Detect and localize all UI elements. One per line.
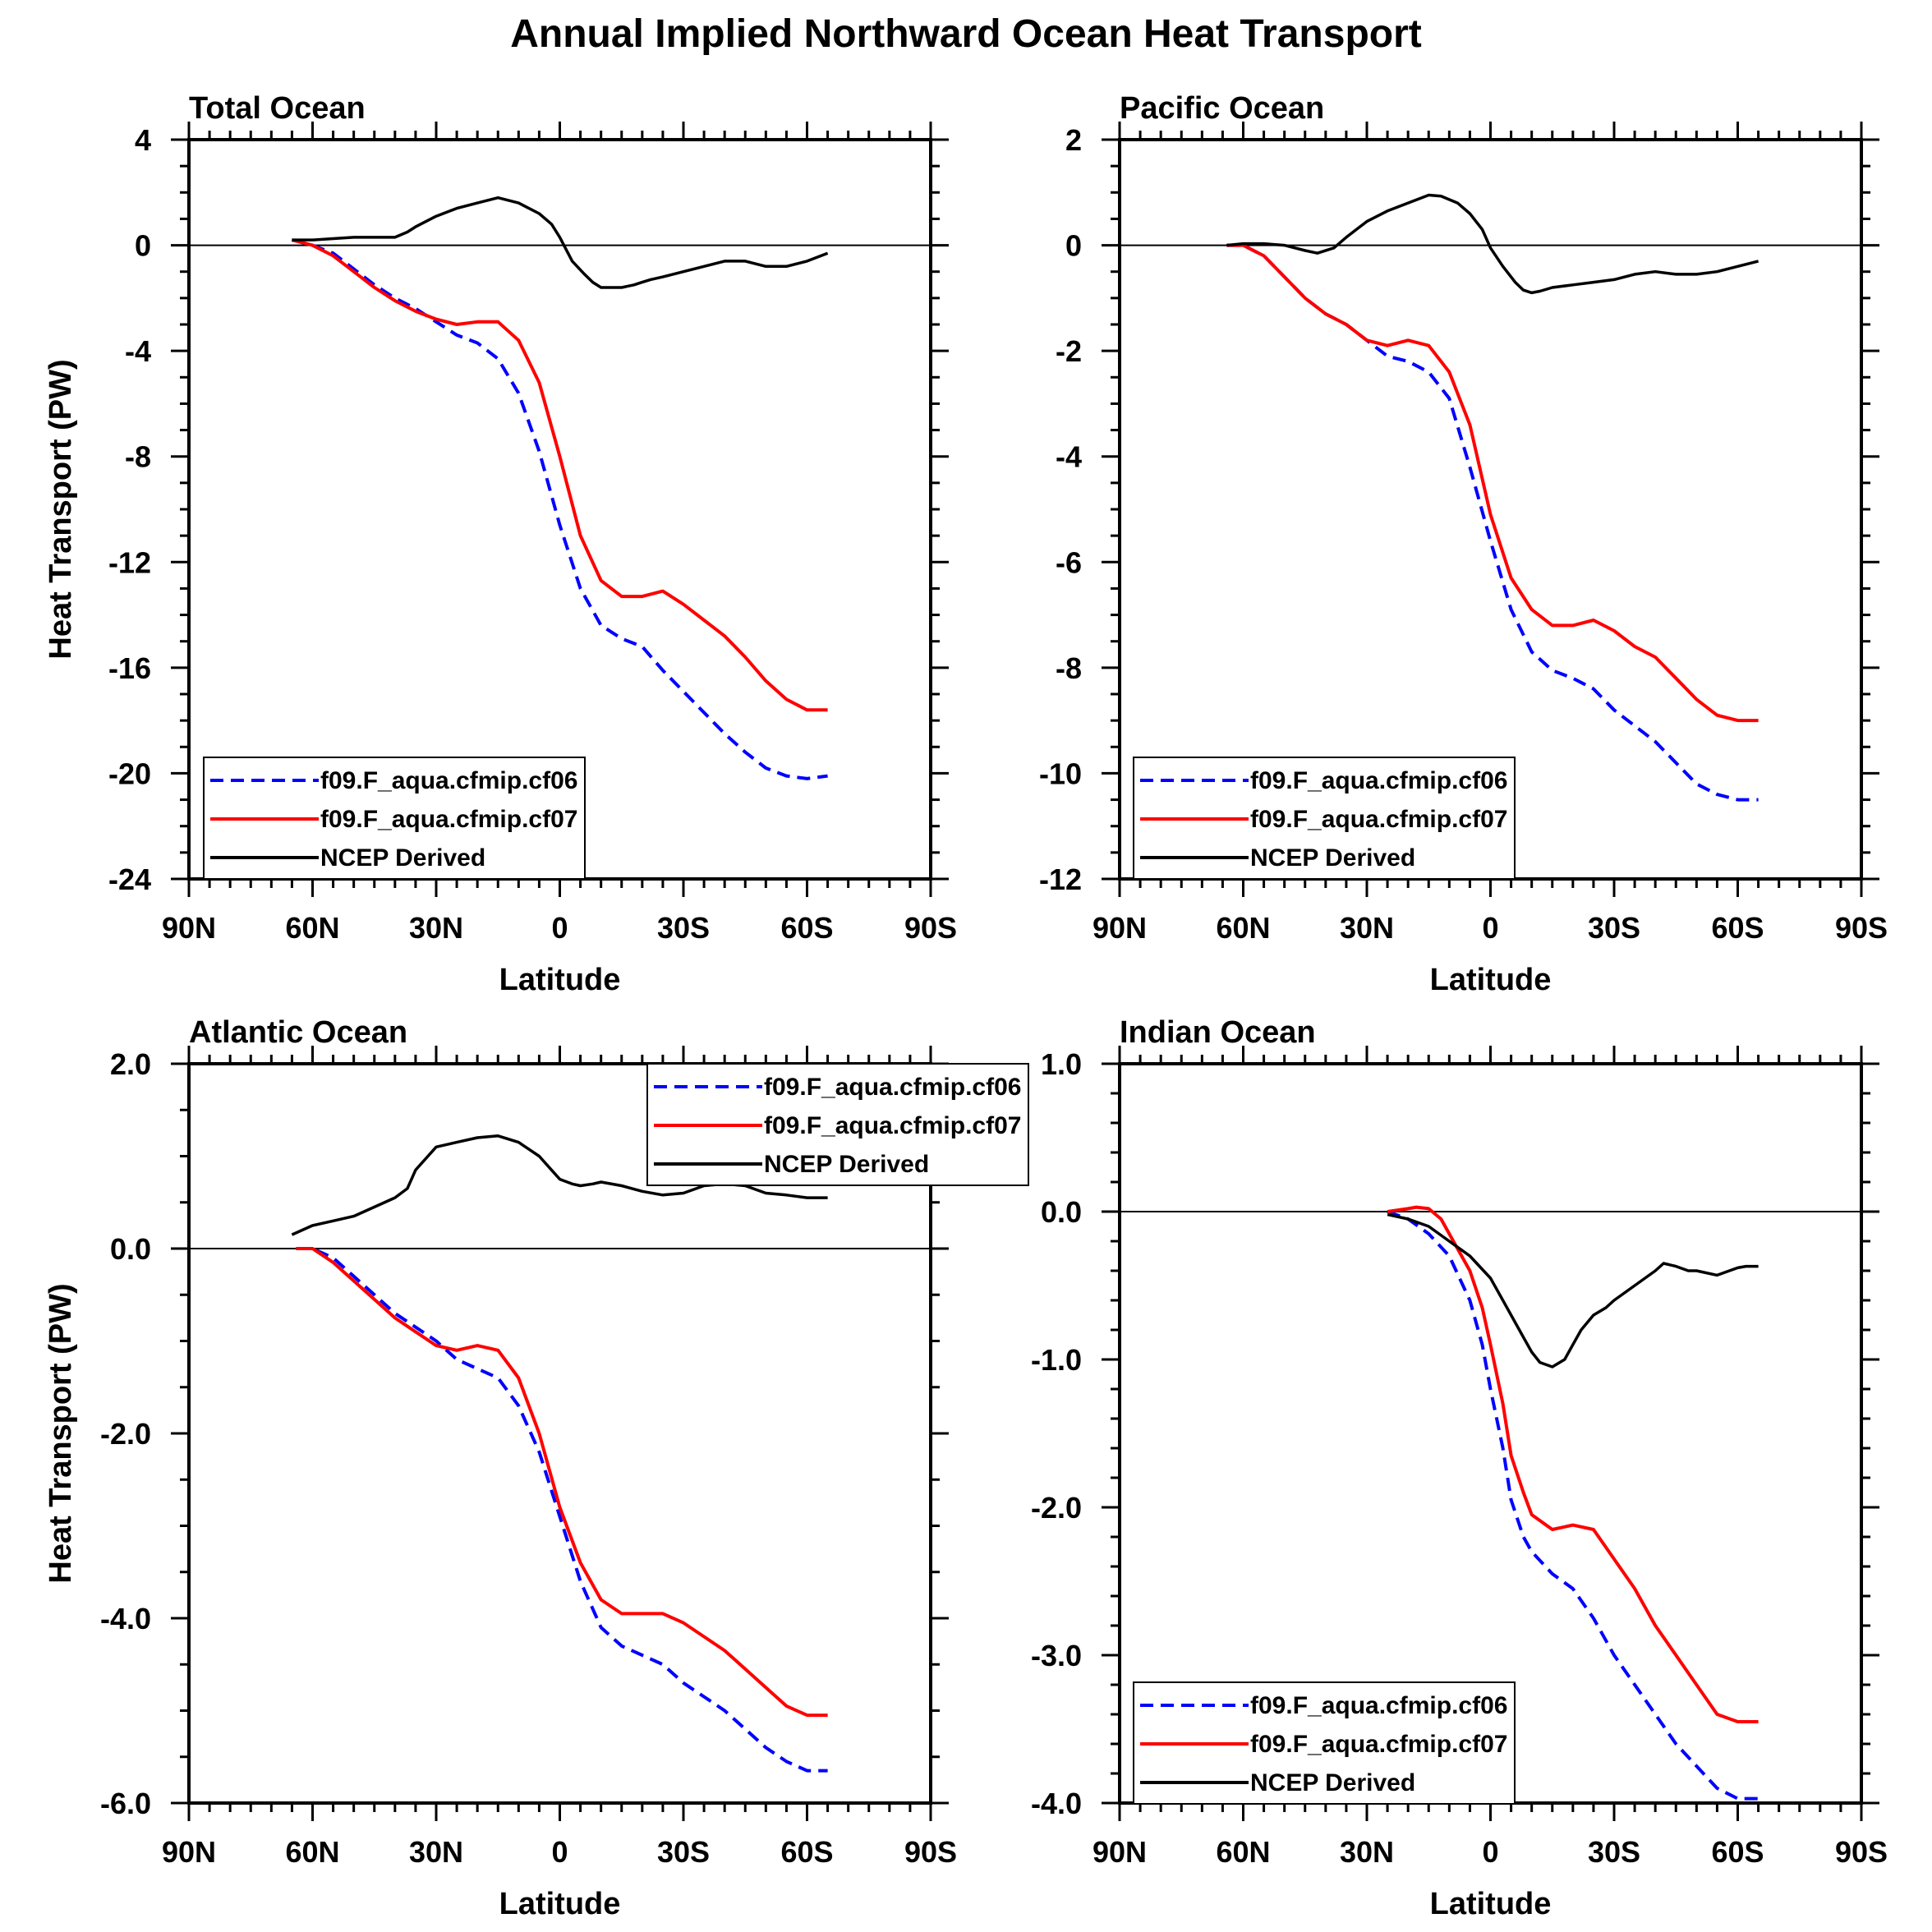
panel-0: Total Ocean 90N 60N 30N 0 30S 60S 90S 4 0 -4 -8 -12 -… [44,91,957,997]
panel-title: Atlantic Ocean [189,1015,407,1050]
x-tick-label: 0 [551,1835,568,1869]
x-tick-label: 90S [1835,911,1888,945]
x-tick-label: 90S [904,911,957,945]
x-tick-label: 30N [1340,1835,1394,1869]
x-tick-label: 90N [1092,1835,1147,1869]
y-tick-label: -4.0 [100,1602,151,1635]
y-tick-label: -4 [1056,440,1082,474]
y-axis-label: Heat Transport (PW) [44,1283,78,1583]
panel-title: Total Ocean [189,91,366,126]
y-tick-label: -12 [108,545,151,579]
x-axis-label: Latitude [1430,963,1552,997]
y-tick-label: -2.0 [100,1417,151,1451]
x-tick-label: 30S [1588,911,1640,945]
x-tick-label: 60S [1711,1835,1764,1869]
legend-label-2: NCEP Derived [1250,1769,1415,1796]
series-line-1 [291,238,828,712]
y-tick-label: 0.0 [1041,1195,1082,1229]
legend-label-0: f09.F_aqua.cfmip.cf06 [320,767,577,794]
panel-3: Indian Ocean 90N 60N 30N 0 30S 60S 90S 1.0 0.0 -1.… [1031,1015,1888,1921]
y-tick-label: 2.0 [110,1047,151,1081]
chart-main-title: Annual Implied Northward Ocean Heat Tran… [510,12,1422,56]
x-tick-label: 90S [904,1835,957,1869]
x-tick-label: 0 [1482,911,1498,945]
panel-title: Indian Ocean [1120,1015,1316,1050]
x-tick-label: 90N [162,911,216,945]
x-tick-label: 90N [1092,911,1147,945]
series-line-2 [1226,193,1760,295]
y-tick-label: -2 [1056,334,1082,368]
y-tick-label: -2.0 [1031,1491,1082,1525]
series-line-0 [296,1247,828,1773]
y-tick-label: -24 [108,862,151,896]
series-line-1 [1226,243,1759,723]
legend-label-1: f09.F_aqua.cfmip.cf07 [1250,1731,1507,1758]
y-axis-label: Heat Transport (PW) [44,359,78,659]
series-line-0 [1387,1210,1759,1801]
legend-label-2: NCEP Derived [320,844,485,872]
y-tick-label: -3.0 [1031,1639,1082,1672]
x-axis-label: Latitude [499,1887,621,1921]
y-tick-label: -4.0 [1031,1787,1082,1820]
legend-label-2: NCEP Derived [764,1151,929,1178]
legend-label-0: f09.F_aqua.cfmip.cf06 [764,1074,1021,1101]
series-line-1 [1387,1205,1759,1723]
x-tick-label: 60N [1216,1835,1270,1869]
y-tick-label: 4 [135,123,151,157]
x-tick-label: 30N [1340,911,1394,945]
legend-label-1: f09.F_aqua.cfmip.cf07 [1250,806,1507,833]
y-tick-label: -10 [1039,757,1082,790]
panel-2: Atlantic Ocean 90N 60N 30N 0 30S 60S 90S 2.0 0.0 -… [44,1015,1029,1921]
y-tick-label: -16 [108,651,151,685]
series-line-0 [291,238,828,780]
x-axis-label: Latitude [499,963,621,997]
y-tick-label: 0.0 [110,1232,151,1266]
x-tick-label: 60N [285,911,339,945]
series-line-2 [292,196,829,289]
y-tick-label: -6 [1056,545,1082,579]
x-tick-label: 60S [780,1835,833,1869]
legend-label-1: f09.F_aqua.cfmip.cf07 [764,1112,1021,1139]
legend-label-1: f09.F_aqua.cfmip.cf07 [320,806,577,833]
y-tick-label: -20 [108,757,151,790]
x-tick-label: 60N [1216,911,1270,945]
x-tick-label: 30N [409,911,463,945]
y-tick-label: -4 [125,334,151,368]
y-tick-label: -6.0 [100,1787,151,1820]
y-tick-label: 1.0 [1041,1047,1082,1081]
panel-1: Pacific Ocean 90N 60N 30N 0 30S 60S 90S 2 0 -2 -4 -6… [1039,91,1888,997]
x-tick-label: 60S [1711,911,1764,945]
y-tick-label: -12 [1039,862,1082,896]
x-tick-label: 90N [162,1835,216,1869]
legend-label-0: f09.F_aqua.cfmip.cf06 [1250,767,1507,794]
x-tick-label: 30N [409,1835,463,1869]
x-tick-label: 60S [780,911,833,945]
x-tick-label: 0 [551,911,568,945]
x-tick-label: 60N [285,1835,339,1869]
y-tick-label: -8 [125,440,151,474]
y-tick-label: 0 [1065,229,1082,263]
x-tick-label: 30S [657,1835,710,1869]
y-tick-label: -1.0 [1031,1343,1082,1377]
y-tick-label: 2 [1065,123,1082,157]
series-line-1 [296,1247,828,1718]
series-line-2 [1387,1212,1759,1368]
x-tick-label: 30S [1588,1835,1640,1869]
x-axis-label: Latitude [1430,1887,1552,1921]
legend-label-0: f09.F_aqua.cfmip.cf06 [1250,1692,1507,1719]
y-tick-label: -8 [1056,651,1082,685]
x-tick-label: 0 [1482,1835,1498,1869]
legend-label-2: NCEP Derived [1250,844,1415,872]
y-tick-label: 0 [135,229,151,263]
x-tick-label: 90S [1835,1835,1888,1869]
x-tick-label: 30S [657,911,710,945]
panel-title: Pacific Ocean [1120,91,1324,126]
